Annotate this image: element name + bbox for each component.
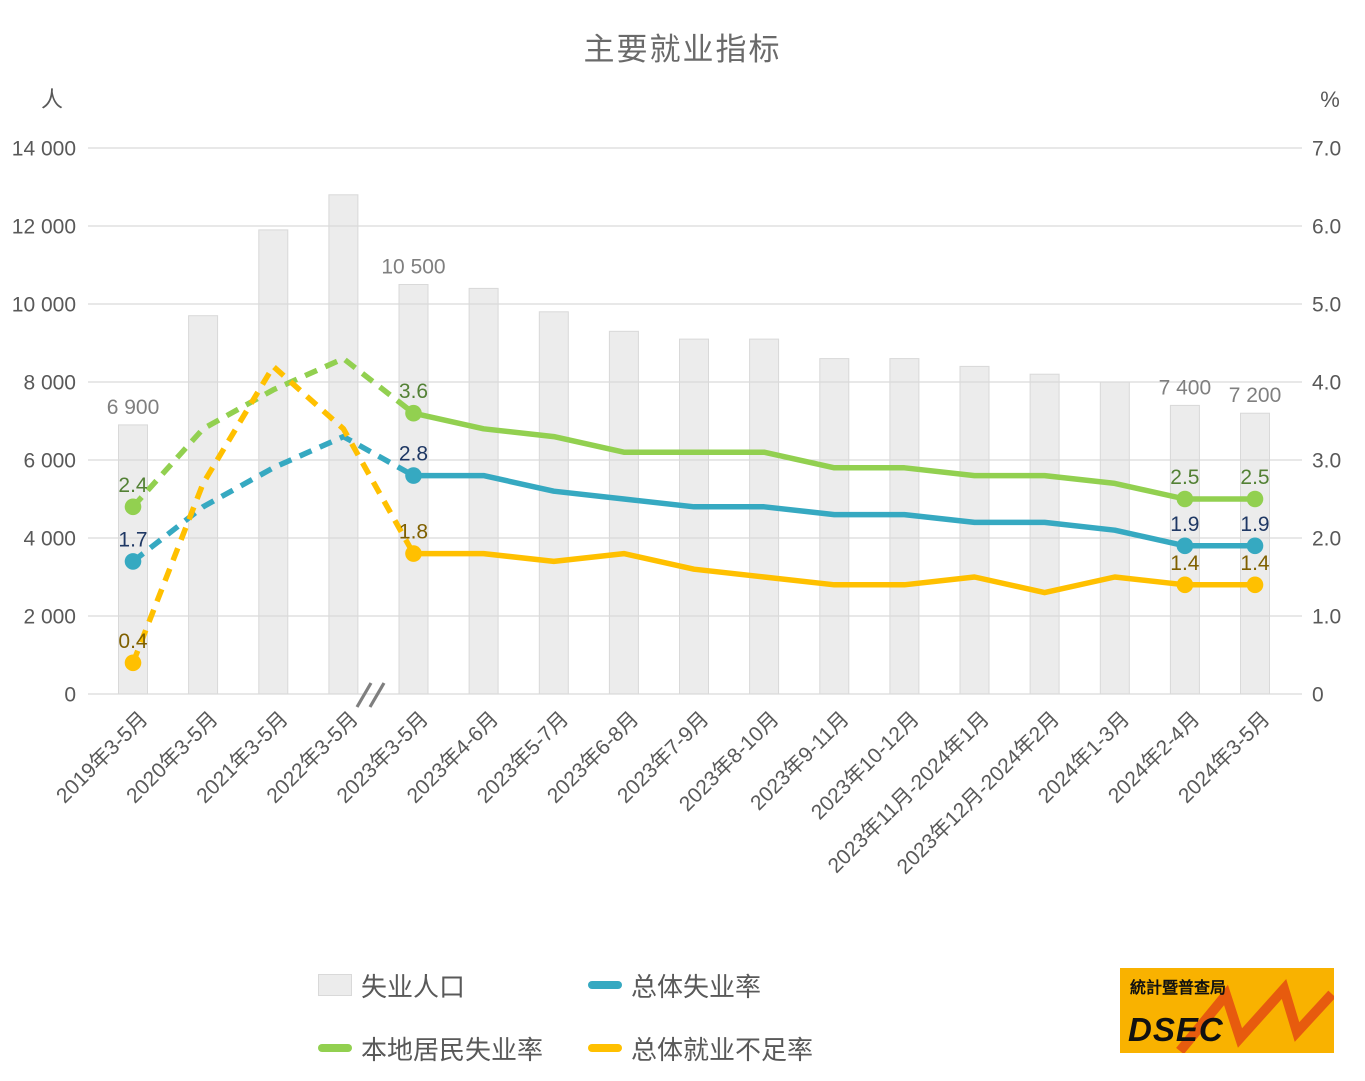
line-data-label: 1.9	[1170, 513, 1199, 536]
line-data-label: 2.8	[399, 443, 428, 466]
line-marker	[1176, 576, 1194, 594]
line-solid-本地居民失业率	[410, 410, 1258, 502]
line-marker	[1246, 537, 1264, 555]
line-data-label: 1.7	[118, 528, 147, 551]
dsec-zigzag-icon	[1176, 979, 1334, 1053]
line-data-label: 1.8	[399, 521, 428, 544]
line-dashed-总体失业率	[131, 433, 415, 564]
chart-title: 主要就业指标	[583, 32, 782, 67]
line-marker	[405, 404, 422, 422]
bar	[608, 330, 639, 695]
dsec-logo: 統計暨普查局 DSEC	[1120, 968, 1334, 1053]
left-axis-tick-label: 0	[64, 684, 76, 707]
right-axis-tick-label: 4.0	[1312, 372, 1341, 395]
line-marker	[1246, 490, 1264, 508]
bar	[819, 358, 850, 695]
line-marker	[124, 498, 142, 516]
right-axis-tick-label: 1.0	[1312, 606, 1341, 629]
line-data-label: 2.5	[1170, 466, 1199, 489]
axis-break-mark	[355, 682, 373, 708]
bar	[679, 338, 709, 695]
line-data-label: 2.4	[118, 474, 148, 497]
dsec-chinese-name: 統計暨普查局	[1130, 980, 1227, 997]
line-dashed-本地居民失业率	[130, 355, 416, 509]
dsec-acronym: DSEC	[1128, 1011, 1224, 1048]
axis-break-mark	[368, 682, 386, 708]
bar-data-label: 6 900	[107, 396, 160, 419]
bar-data-label: 7 200	[1229, 384, 1282, 407]
right-axis-unit-label: %	[1320, 87, 1340, 112]
line-data-label: 1.4	[1240, 552, 1270, 575]
right-axis-tick-label: 0	[1312, 684, 1324, 707]
right-axis-tick-label: 6.0	[1312, 216, 1341, 239]
lines-layer	[124, 355, 1264, 672]
line-data-label: 0.4	[118, 630, 148, 653]
line-marker	[405, 467, 422, 484]
line-solid-总体失业率	[410, 472, 1258, 549]
line-dashed-总体就业不足率	[130, 363, 416, 664]
right-axis-tick-label: 2.0	[1312, 528, 1341, 551]
line-marker	[1246, 576, 1264, 594]
bar	[889, 358, 920, 695]
bar	[398, 284, 429, 695]
left-axis-tick-label: 12 000	[12, 216, 76, 239]
right-axis-tick-label: 5.0	[1312, 294, 1341, 317]
line-marker	[1176, 537, 1194, 555]
bar-data-label: 10 500	[381, 256, 445, 279]
left-axis-tick-label: 10 000	[12, 294, 76, 317]
right-axis-tick-label: 3.0	[1312, 450, 1341, 473]
left-axis-tick-label: 8 000	[23, 372, 76, 395]
line-marker	[124, 654, 142, 672]
data-labels-layer: 1.7 2.8 1.9 1.9 2.4 3.6 2.5 2.5 0.4 1.8 1.4 1.4 6 90…	[107, 256, 1282, 653]
bar	[959, 365, 990, 695]
left-axis-tick-label: 2 000	[23, 606, 76, 629]
line-data-label: 1.4	[1170, 552, 1200, 575]
line-marker	[405, 545, 422, 562]
bar	[1029, 373, 1060, 695]
line-solid-总体就业不足率	[410, 550, 1258, 596]
line-data-label: 1.9	[1240, 513, 1269, 536]
left-axis-tick-label: 6 000	[23, 450, 76, 473]
bar	[468, 287, 499, 695]
left-axis-unit-label: 人	[41, 87, 63, 112]
bar	[749, 338, 780, 695]
line-marker	[1176, 490, 1194, 508]
line-data-label: 2.5	[1240, 466, 1269, 489]
bar	[538, 311, 569, 695]
line-data-label: 3.6	[399, 380, 428, 403]
right-axis-tick-label: 7.0	[1312, 138, 1341, 161]
left-axis-tick-label: 14 000	[12, 138, 76, 161]
bars-layer	[118, 194, 1270, 695]
line-marker	[124, 553, 142, 570]
bar-data-label: 7 400	[1159, 376, 1212, 399]
left-axis-tick-label: 4 000	[23, 528, 76, 551]
